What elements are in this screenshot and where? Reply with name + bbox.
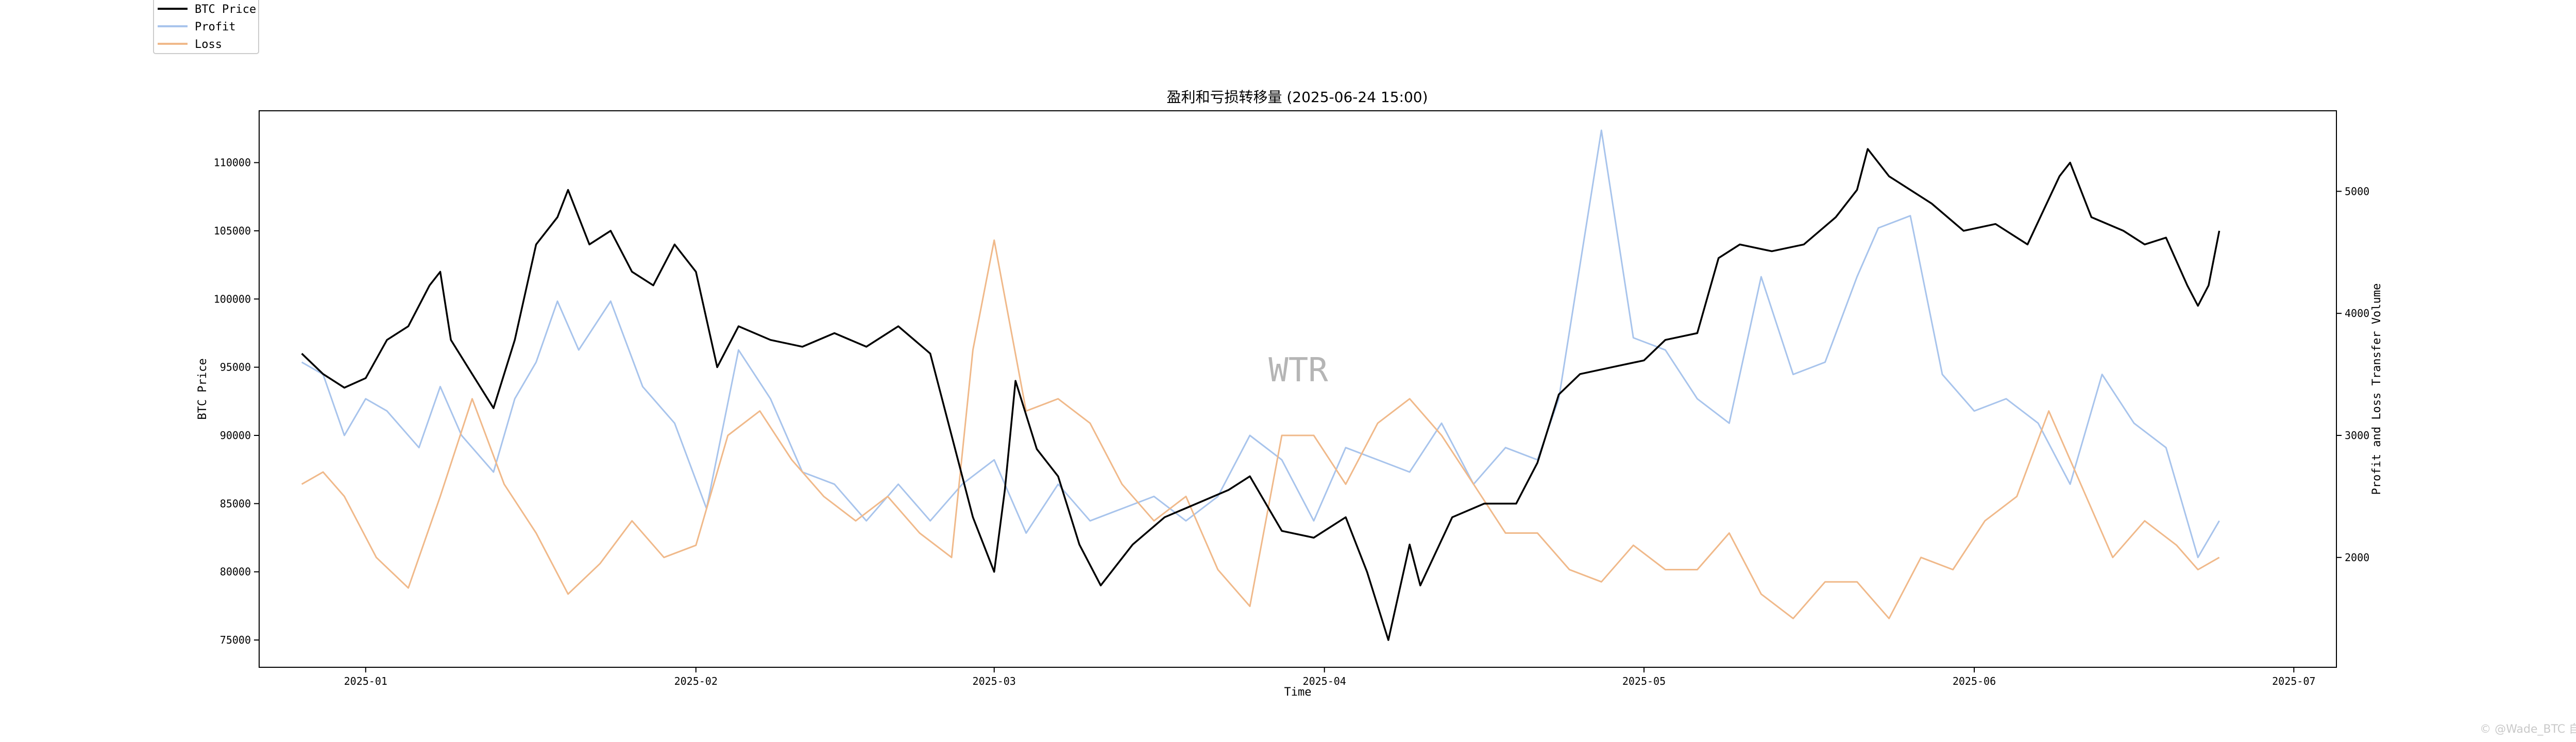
y2-axis-title: Profit and Loss Transfer Volume — [2370, 283, 2383, 495]
series-line-btc-price — [301, 148, 2221, 641]
legend-frame — [153, 0, 259, 54]
y-tick-label: 75000 — [220, 634, 251, 646]
x-tick-label: 2025-01 — [344, 675, 387, 687]
series-line-loss — [301, 239, 2220, 619]
x-tick-label: 2025-03 — [973, 675, 1016, 687]
y2-tick-label: 2000 — [2345, 551, 2369, 564]
y-axis-title: BTC Price — [196, 358, 209, 419]
x-tick-label: 2025-04 — [1303, 675, 1346, 687]
plot-frame — [259, 110, 2337, 668]
legend-label-profit: Profit — [195, 21, 235, 33]
series-line-profit — [301, 129, 2220, 559]
y-tick-label: 110000 — [214, 157, 251, 169]
x-tick-label: 2025-05 — [1622, 675, 1666, 687]
y-tick-label: 95000 — [220, 361, 251, 374]
y-tick-label: 90000 — [220, 429, 251, 442]
legend: BTC Price Profit Loss — [153, 0, 259, 54]
legend-label-loss: Loss — [195, 38, 222, 51]
y-tick-label: 105000 — [214, 225, 251, 237]
y-tick-label: 85000 — [220, 497, 251, 510]
series-lines — [301, 129, 2221, 641]
x-tick-label: 2025-07 — [2272, 675, 2315, 687]
x-axis-title: Time — [1284, 686, 1312, 699]
y2-tick-label: 3000 — [2345, 429, 2369, 442]
x-tick-label: 2025-06 — [1953, 675, 1996, 687]
chart-title: 盈利和亏损转移量 (2025-06-24 15:00) — [1166, 89, 1428, 106]
y2-tick-label: 5000 — [2345, 185, 2369, 197]
y2-tick-label: 4000 — [2345, 307, 2369, 319]
watermark: WTR — [1268, 351, 1328, 390]
x-axis: 2025-01 2025-02 2025-03 2025-04 2025-05 2025-… — [344, 667, 2315, 687]
y-tick-label: 80000 — [220, 566, 251, 578]
y-axis-left: 75000 80000 85000 90000 95000 100000 105000 110… — [214, 157, 259, 646]
credit-text: © @Wade_BTC 自研 — [2480, 723, 2576, 736]
y-axis-right: 2000 3000 4000 5000 — [2336, 185, 2369, 564]
x-tick-label: 2025-02 — [674, 675, 718, 687]
legend-label-btc-price: BTC Price — [195, 3, 256, 16]
y-tick-label: 100000 — [214, 293, 251, 305]
